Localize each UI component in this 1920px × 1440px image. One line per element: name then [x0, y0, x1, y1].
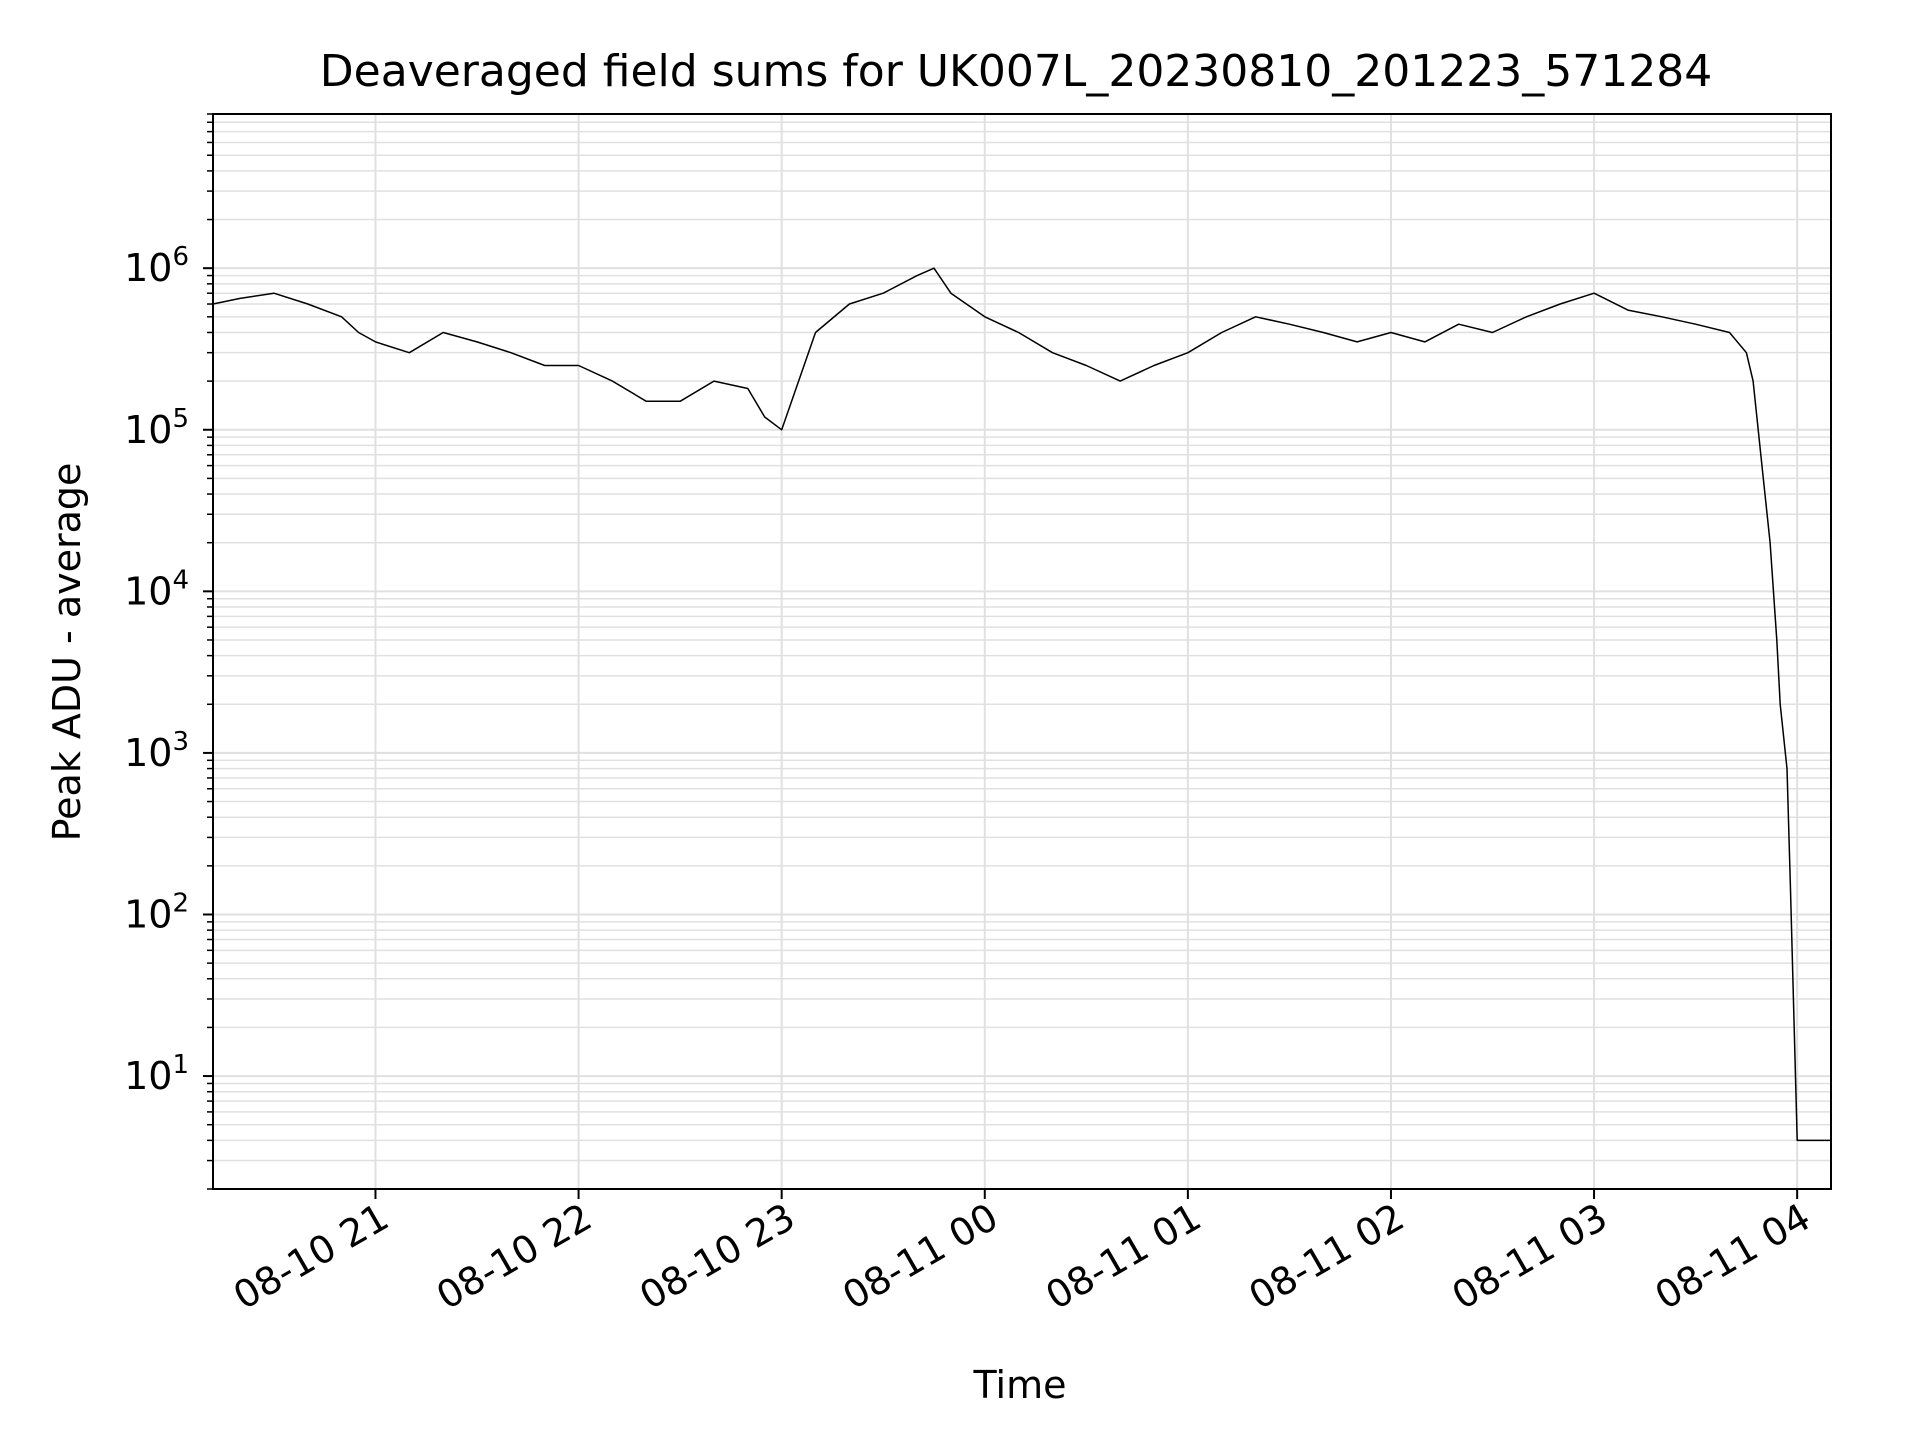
x-tick-label: 08-11 03	[1445, 1195, 1615, 1319]
x-tick-label: 08-11 02	[1241, 1195, 1411, 1319]
x-tick-label: 08-11 04	[1648, 1195, 1818, 1319]
y-tick-label: 105	[124, 404, 189, 452]
y-tick-label: 102	[124, 888, 189, 936]
series-line-group	[212, 267, 1831, 1142]
y-axis: 101 102 103 104 105 106	[124, 113, 213, 1190]
y-tick-label: 101	[124, 1050, 189, 1098]
grid-lines	[213, 113, 1831, 1190]
y-tick-label: 103	[124, 727, 189, 775]
x-axis: 08-10 21 08-10 22 08-10 23 08-11 00 08-11 01…	[226, 1189, 1818, 1318]
x-tick-label: 08-10 23	[632, 1195, 802, 1319]
x-tick-label: 08-10 22	[429, 1195, 599, 1319]
x-tick-label: 08-11 00	[835, 1195, 1005, 1319]
x-tick-label: 08-11 01	[1038, 1195, 1208, 1319]
series-line	[212, 267, 1831, 1142]
y-tick-label: 106	[124, 242, 189, 290]
chart-title: Deaveraged field sums for UK007L_2023081…	[320, 46, 1712, 97]
x-tick-label: 08-10 21	[226, 1195, 396, 1319]
plot-area-frame	[212, 113, 1832, 1190]
y-axis-label: Peak ADU - average	[45, 463, 89, 842]
x-axis-label: Time	[973, 1363, 1067, 1407]
y-tick-label: 104	[124, 565, 189, 613]
